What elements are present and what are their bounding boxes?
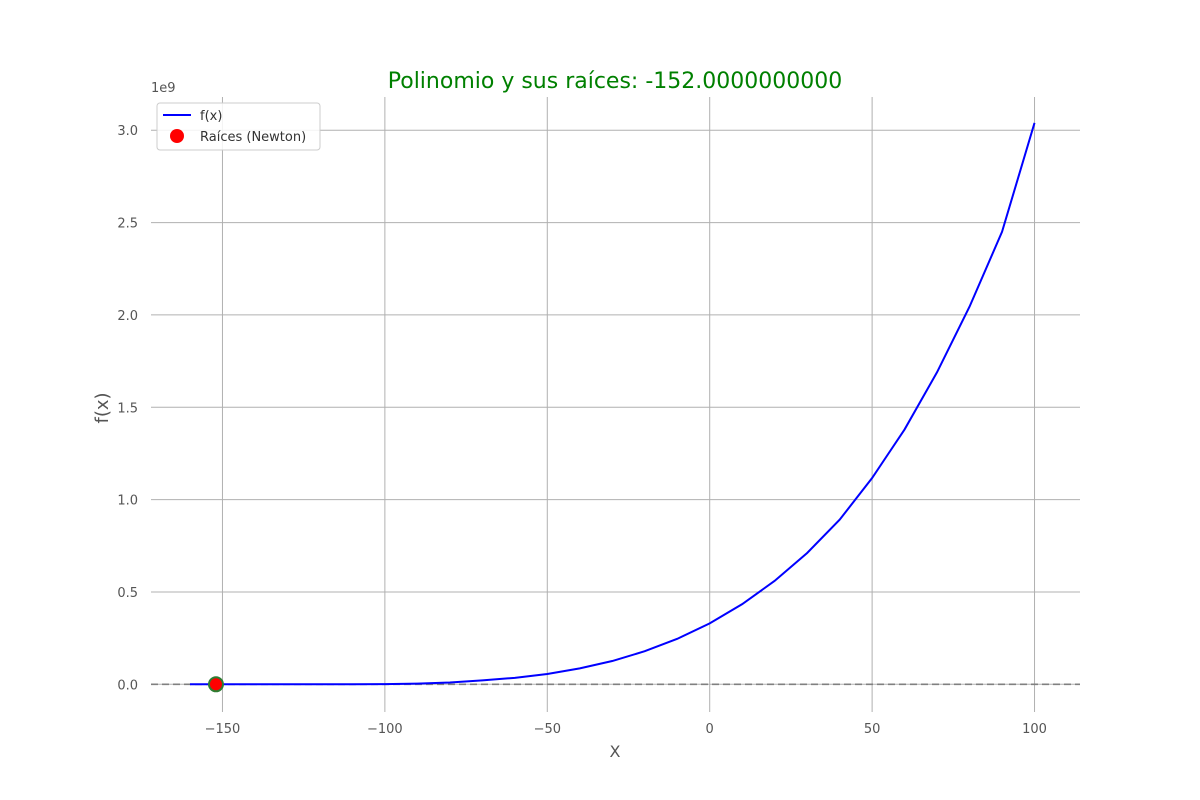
root-point <box>207 676 224 693</box>
x-tick-label: 0 <box>706 722 714 737</box>
x-tick-label: 50 <box>864 722 881 737</box>
x-tick-label: −100 <box>367 722 403 737</box>
y-tick-label: 2.0 <box>117 309 138 324</box>
grid-lines <box>151 97 1080 712</box>
y-tick-label: 2.5 <box>117 217 138 232</box>
legend-label-roots: Raíces (Newton) <box>200 130 306 145</box>
y-tick-labels: 0.0 0.5 1.0 1.5 2.0 2.5 3.0 <box>117 124 138 693</box>
series-lines <box>189 122 1036 686</box>
y-tick-label: 3.0 <box>117 124 138 139</box>
series-line-fx <box>189 122 1036 686</box>
x-tick-label: −50 <box>534 722 561 737</box>
y-tick-label: 0.5 <box>117 586 138 601</box>
legend-box <box>156 102 321 151</box>
series-points <box>207 676 224 693</box>
y-tick-label: 1.5 <box>117 401 138 416</box>
legend-label-fx: f(x) <box>200 109 222 124</box>
y-axis-label: f(x) <box>92 392 113 423</box>
legend-dot-swatch <box>170 129 184 143</box>
y-tick-label: 1.0 <box>117 494 138 509</box>
y-offset-label: 1e9 <box>151 81 176 96</box>
legend: f(x) Raíces (Newton) <box>156 102 321 151</box>
x-tick-labels: −150 −100 −50 0 50 100 <box>205 722 1047 737</box>
y-tick-label: 0.0 <box>117 678 138 693</box>
chart-title: Polinomio y sus raíces: -152.0000000000 <box>388 69 842 94</box>
x-tick-label: 100 <box>1022 722 1047 737</box>
x-axis-label: X <box>610 742 621 761</box>
x-tick-label: −150 <box>205 722 241 737</box>
